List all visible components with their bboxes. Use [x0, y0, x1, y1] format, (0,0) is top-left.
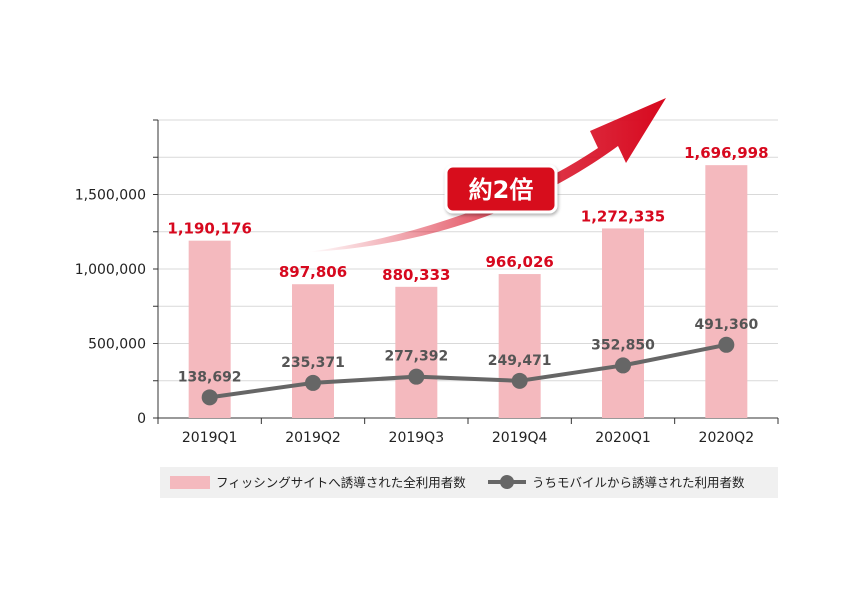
y-tick-label: 0 — [137, 411, 146, 427]
line-value-label: 138,692 — [178, 369, 242, 385]
bar-value-label: 1,696,998 — [684, 144, 768, 162]
legend: フィッシングサイトへ誘導された全利用者数 うちモバイルから誘導された利用者数 — [160, 467, 778, 498]
bar — [292, 284, 334, 418]
y-axis: 0 500,000 1,000,000 1,500,000 — [75, 119, 159, 427]
line-point — [305, 374, 321, 391]
bar-value-label: 1,272,335 — [581, 207, 665, 225]
bar — [395, 286, 438, 418]
growth-badge: 約2倍 — [444, 164, 558, 214]
y-tick-label: 500,000 — [88, 337, 146, 353]
legend-swatch-bar — [170, 476, 210, 489]
x-tick-label: 2019Q4 — [492, 430, 548, 446]
legend-background — [160, 467, 778, 498]
line-point — [201, 389, 218, 406]
line-value-label: 249,471 — [488, 353, 552, 369]
x-tick-label: 2019Q3 — [389, 430, 445, 446]
x-tick-label: 2020Q1 — [595, 430, 651, 446]
line-point — [615, 357, 631, 374]
x-tick-label: 2019Q2 — [285, 430, 341, 446]
y-tick-label: 1,000,000 — [75, 262, 146, 278]
line-point — [511, 372, 528, 389]
bar — [498, 274, 541, 418]
line-value-labels: 138,692 235,371 277,392 249,471 352,850 491,3… — [178, 317, 759, 386]
bar-value-label: 897,806 — [279, 263, 347, 281]
bar-value-label: 966,026 — [486, 253, 554, 271]
y-tick-label: 1,500,000 — [75, 188, 146, 204]
line-point — [718, 336, 735, 353]
series-line — [209, 342, 727, 400]
bar-series — [188, 165, 748, 418]
legend-label-line: うちモバイルから誘導された利用者数 — [532, 475, 745, 490]
bar-value-label: 1,190,176 — [167, 220, 251, 238]
bar-value-label: 880,333 — [382, 266, 450, 284]
legend-swatch-marker — [500, 475, 514, 489]
bar — [602, 228, 644, 418]
line-series — [201, 336, 735, 406]
line-point — [408, 368, 425, 385]
x-tick-label: 2020Q2 — [699, 430, 755, 446]
bar — [705, 165, 748, 418]
line-value-label: 235,371 — [281, 355, 345, 371]
growth-badge-text: 約2倍 — [469, 176, 534, 204]
line-value-label: 352,850 — [591, 337, 655, 353]
x-tick-label: 2019Q1 — [182, 430, 238, 446]
bar — [188, 240, 231, 418]
x-axis: 2019Q1 2019Q2 2019Q3 2019Q4 2020Q1 2020Q2 — [157, 417, 779, 446]
line-value-label: 491,360 — [694, 317, 758, 333]
line-value-label: 277,392 — [384, 349, 448, 365]
bar-value-labels: 1,190,176 897,806 880,333 966,026 1,272,335 1… — [167, 144, 768, 284]
legend-label-bar: フィッシングサイトへ誘導された全利用者数 — [216, 475, 466, 490]
